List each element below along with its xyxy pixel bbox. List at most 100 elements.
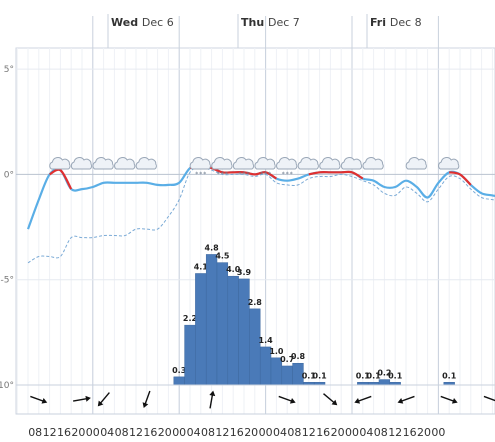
snowflake: * bbox=[247, 171, 250, 178]
precipitation-bar bbox=[195, 273, 207, 386]
cloud-icon bbox=[92, 157, 114, 170]
bar-value-label: 0.1 bbox=[302, 371, 317, 380]
wind-arrow-head bbox=[331, 399, 338, 406]
bar-value-label: 0.1 bbox=[313, 371, 328, 380]
temperature-line-warm bbox=[49, 168, 73, 190]
cloud-shape bbox=[362, 157, 384, 170]
snowflake: * bbox=[221, 171, 224, 178]
cloud-shape bbox=[276, 157, 298, 170]
wind-row bbox=[16, 384, 495, 415]
hour-tick-label: 20 bbox=[244, 426, 258, 439]
y-tick-label: -10° bbox=[0, 381, 14, 391]
day-date: Dec 6 bbox=[142, 16, 174, 29]
precipitation-bar bbox=[205, 254, 218, 386]
y-tick-label: 5° bbox=[4, 65, 14, 75]
cloud-icon bbox=[362, 157, 384, 170]
wind-arrow-shaft bbox=[483, 395, 495, 403]
bar-value-label: 1.0 bbox=[269, 347, 284, 356]
hour-tick-label: 12 bbox=[388, 426, 402, 439]
day-date: Dec 8 bbox=[390, 16, 422, 29]
wind-arrow-icon bbox=[354, 395, 372, 404]
hour-tick-label: 16 bbox=[57, 426, 71, 439]
bar-value-label: 2.2 bbox=[183, 314, 197, 323]
hour-tick-label: 00 bbox=[345, 426, 359, 439]
bar-value-label: 2.8 bbox=[248, 298, 263, 307]
bar-value-label: 0.1 bbox=[356, 371, 371, 380]
precipitation-bar bbox=[281, 365, 293, 386]
hour-tick-label: 12 bbox=[302, 426, 316, 439]
bar-value-label: 0.7 bbox=[280, 355, 294, 364]
cloud-shape bbox=[211, 157, 233, 170]
hour-tick-label: 20 bbox=[417, 426, 431, 439]
hour-tick-label: 16 bbox=[403, 426, 417, 439]
snowflake: * bbox=[243, 171, 246, 178]
day-label: Wed Dec 6 bbox=[111, 16, 174, 29]
bar-value-label: 1.4 bbox=[259, 336, 274, 345]
hour-tick-label: 00 bbox=[259, 426, 273, 439]
hour-tick-label: 08 bbox=[287, 426, 301, 439]
wind-arrow-icon bbox=[209, 390, 216, 409]
wind-arrow-icon bbox=[483, 395, 495, 403]
cloud-shape bbox=[92, 157, 114, 170]
weather-icons: * * * * * * * * * * * * * * * bbox=[49, 157, 460, 178]
feels-like-line bbox=[27, 167, 495, 264]
hour-tick-label: 00 bbox=[431, 426, 445, 439]
hour-tick-label: 04 bbox=[273, 426, 287, 439]
precipitation-bar bbox=[184, 324, 196, 386]
bar-value-label: 4.5 bbox=[215, 252, 230, 261]
cloud-icon bbox=[135, 157, 157, 170]
cloud-icon bbox=[340, 157, 363, 170]
cloud-shape bbox=[405, 157, 427, 170]
cloud-shape bbox=[297, 157, 319, 170]
hour-tick-label: 08 bbox=[28, 426, 42, 439]
hour-tick-label: 20 bbox=[331, 426, 345, 439]
bar-value-label: 4.1 bbox=[194, 262, 209, 271]
bar-value-label: 0.1 bbox=[367, 371, 382, 380]
snow-cloud-icon: * * * bbox=[189, 157, 211, 178]
hour-tick-label: 04 bbox=[187, 426, 201, 439]
snowflake: * bbox=[282, 171, 285, 178]
hour-tick-label: 16 bbox=[316, 426, 330, 439]
cloud-icon bbox=[438, 157, 460, 170]
precipitation-bar bbox=[249, 308, 261, 386]
cloud-shape bbox=[70, 157, 93, 170]
y-axis: 5° 0° -5° -10° bbox=[0, 65, 14, 391]
bar-value-label: 4.8 bbox=[205, 243, 220, 252]
snowflake: * bbox=[290, 171, 293, 178]
hour-tick-label: 00 bbox=[172, 426, 186, 439]
wind-arrow-icon bbox=[397, 395, 415, 404]
wind-arrow-head bbox=[354, 398, 361, 404]
temperature-line-warm bbox=[308, 170, 364, 180]
snow-cloud-icon: * * * bbox=[232, 157, 255, 178]
snowflake: * bbox=[260, 171, 263, 178]
hour-tick-label: 04 bbox=[359, 426, 373, 439]
cloud-icon bbox=[319, 157, 341, 170]
y-tick-label: -5° bbox=[1, 276, 14, 286]
temperature-line-warm bbox=[449, 171, 472, 186]
day-header: Wed Dec 6 Thu Dec 7 Fri Dec 8 bbox=[107, 14, 422, 48]
cloud-shape bbox=[319, 157, 341, 170]
snowflake: * bbox=[195, 171, 198, 178]
day-date: Dec 7 bbox=[268, 16, 300, 29]
precipitation-bar bbox=[227, 275, 239, 386]
hour-tick-label: 08 bbox=[201, 426, 215, 439]
snowflake: * bbox=[225, 171, 228, 178]
snowflake: * bbox=[264, 171, 267, 178]
y-tick-label: 0° bbox=[4, 170, 14, 180]
hour-tick-label: 12 bbox=[129, 426, 143, 439]
cloud-icon bbox=[49, 157, 71, 170]
snow-cloud-icon: * * * bbox=[254, 157, 276, 178]
hour-tick-label: 20 bbox=[71, 426, 85, 439]
bar-value-label: 0.8 bbox=[291, 352, 306, 361]
hour-tick-label: 08 bbox=[115, 426, 129, 439]
cloud-icon bbox=[114, 157, 136, 170]
hour-tick-label: 08 bbox=[374, 426, 388, 439]
wind-arrow-icon bbox=[97, 392, 110, 407]
bar-value-label: 0.1 bbox=[388, 371, 403, 380]
day-weekday: Wed bbox=[111, 16, 142, 29]
cloud-shape bbox=[189, 157, 211, 170]
bar-value-label: 3.9 bbox=[237, 268, 252, 277]
wind-arrow-head bbox=[451, 398, 458, 404]
x-axis: 08 12 16 20 00 04 08 12 16 20 00 04 08 12 16 20 00 04 08 12… bbox=[28, 426, 445, 439]
